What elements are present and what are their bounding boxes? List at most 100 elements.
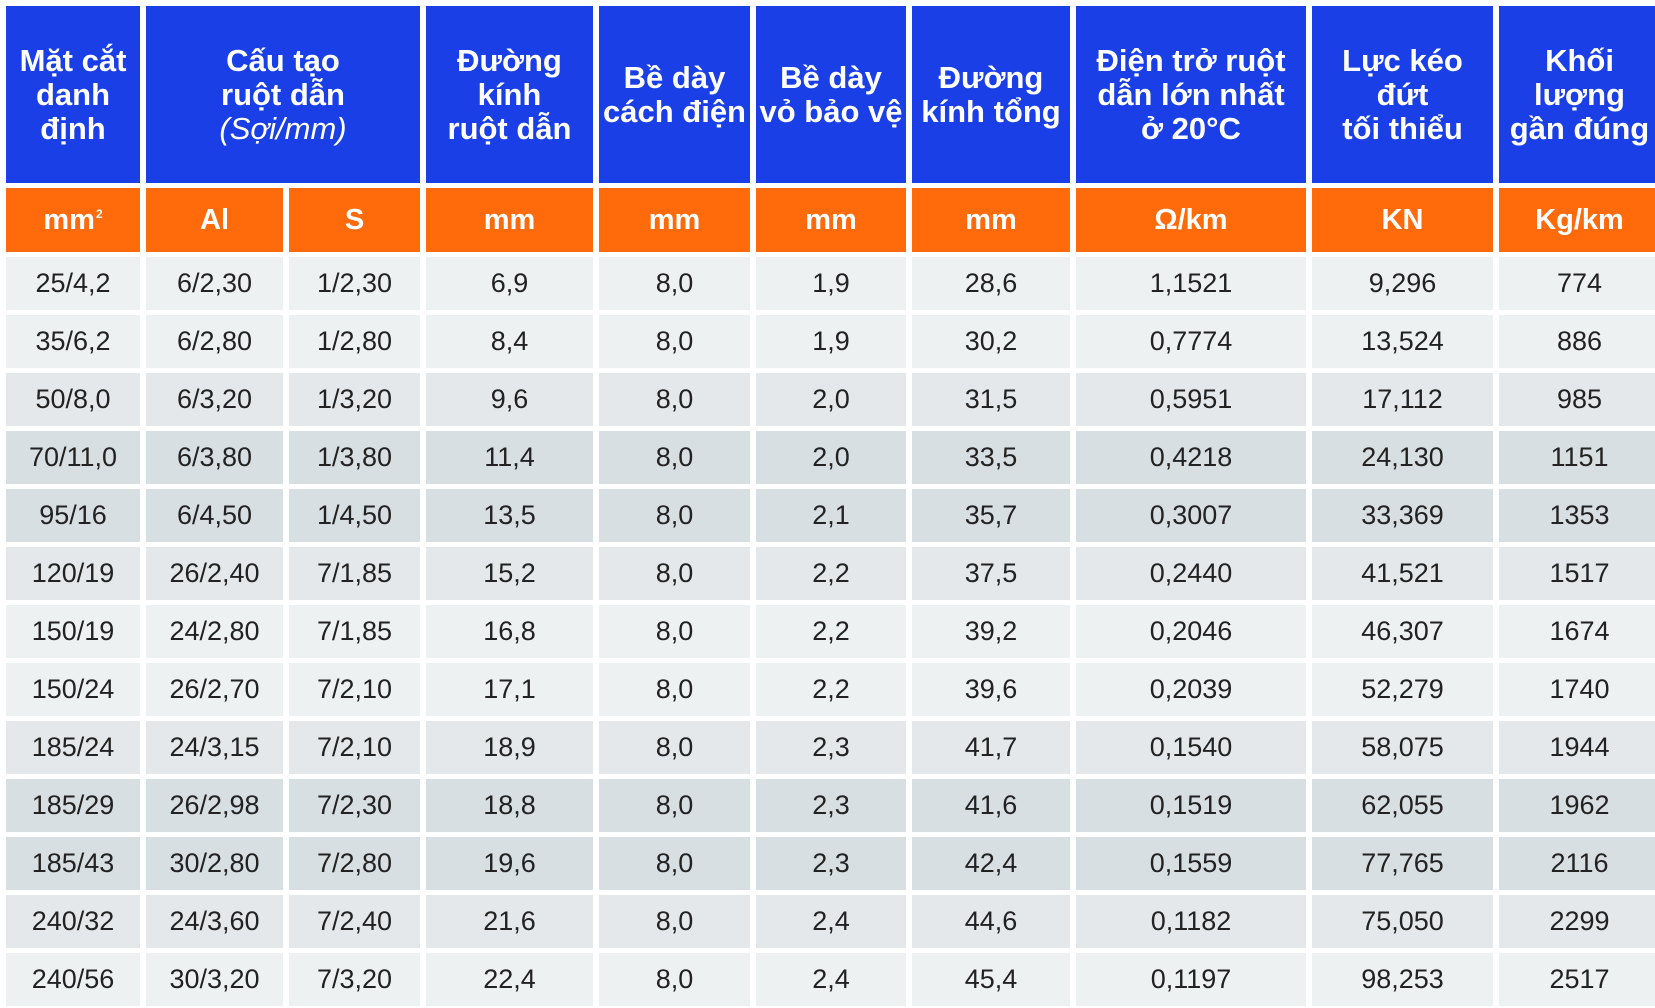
table-cell: 2,4 [756, 895, 906, 948]
header-line: Bề dày [780, 59, 882, 95]
table-cell: 22,4 [426, 953, 593, 1006]
table-cell: 37,5 [912, 547, 1070, 600]
table-cell: 2,4 [756, 953, 906, 1006]
table-cell: 2517 [1499, 953, 1655, 1006]
table-cell: 24/3,60 [146, 895, 283, 948]
table-cell: 886 [1499, 315, 1655, 368]
unit-insulation-thickness: mm [599, 188, 750, 252]
table-cell: 24/2,80 [146, 605, 283, 658]
table-cell: 8,0 [599, 257, 750, 310]
table-cell: 185/29 [6, 779, 140, 832]
table-cell: 8,4 [426, 315, 593, 368]
table-cell: 30/2,80 [146, 837, 283, 890]
table-cell: 0,2046 [1076, 605, 1306, 658]
table-cell: 21,6 [426, 895, 593, 948]
table-cell: 11,4 [426, 431, 593, 484]
table-cell: 7/3,20 [289, 953, 420, 1006]
unit-al: Al [146, 188, 283, 252]
header-overall-diameter: Đường kính tổng [912, 6, 1070, 183]
table-cell: 24,130 [1312, 431, 1493, 484]
table-cell: 0,5951 [1076, 373, 1306, 426]
table-cell: 0,1540 [1076, 721, 1306, 774]
table-cell: 150/19 [6, 605, 140, 658]
table-cell: 0,1519 [1076, 779, 1306, 832]
table-cell: 0,7774 [1076, 315, 1306, 368]
table-cell: 26/2,70 [146, 663, 283, 716]
table-cell: 58,075 [1312, 721, 1493, 774]
table-cell: 2116 [1499, 837, 1655, 890]
header-line: kính tổng [921, 93, 1061, 129]
table-cell: 6/2,30 [146, 257, 283, 310]
table-cell: 8,0 [599, 837, 750, 890]
table-cell: 1,9 [756, 315, 906, 368]
header-line: tối thiểu [1342, 110, 1463, 146]
unit-cross-section: mm 2 [6, 188, 140, 252]
header-line: ruột dẫn [447, 110, 572, 146]
table-cell: 1/3,20 [289, 373, 420, 426]
header-line: Cấu tạo [226, 42, 340, 78]
table-cell: 8,0 [599, 489, 750, 542]
table-cell: 0,2039 [1076, 663, 1306, 716]
header-line: kính [477, 76, 542, 112]
table-cell: 0,4218 [1076, 431, 1306, 484]
table-cell: 6/3,80 [146, 431, 283, 484]
table-cell: 8,0 [599, 547, 750, 600]
table-cell: 41,6 [912, 779, 1070, 832]
unit-resistance: Ω/km [1076, 188, 1306, 252]
table-cell: 8,0 [599, 663, 750, 716]
table-cell: 1,1521 [1076, 257, 1306, 310]
table-cell: 7/2,80 [289, 837, 420, 890]
header-line: Điện trở ruột [1096, 42, 1286, 78]
table-cell: 1674 [1499, 605, 1655, 658]
table-cell: 16,8 [426, 605, 593, 658]
table-cell: 8,0 [599, 605, 750, 658]
table-cell: 185/43 [6, 837, 140, 890]
table-cell: 1944 [1499, 721, 1655, 774]
table-cell: 2,3 [756, 721, 906, 774]
table-cell: 95/16 [6, 489, 140, 542]
table-cell: 70/11,0 [6, 431, 140, 484]
header-line: cách điện [603, 93, 746, 129]
header-line: gần đúng [1509, 110, 1650, 146]
table-cell: 774 [1499, 257, 1655, 310]
table-cell: 7/2,30 [289, 779, 420, 832]
table-cell: 0,1197 [1076, 953, 1306, 1006]
header-max-resistance: Điện trở ruột dẫn lớn nhất ở 20°C [1076, 6, 1306, 183]
header-line: định [40, 110, 106, 146]
table-cell: 35,7 [912, 489, 1070, 542]
table-cell: 52,279 [1312, 663, 1493, 716]
table-cell: 8,0 [599, 431, 750, 484]
table-cell: 8,0 [599, 779, 750, 832]
table-cell: 2,3 [756, 779, 906, 832]
table-cell: 19,6 [426, 837, 593, 890]
table-cell: 25/4,2 [6, 257, 140, 310]
table-cell: 75,050 [1312, 895, 1493, 948]
header-line: ruột dẫn [221, 76, 345, 112]
table-cell: 18,8 [426, 779, 593, 832]
table-cell: 120/19 [6, 547, 140, 600]
header-line: danh [35, 76, 111, 112]
header-line: Bề dày [623, 59, 726, 95]
table-cell: 24/3,15 [146, 721, 283, 774]
table-cell: 15,2 [426, 547, 593, 600]
header-conductor-diameter: Đường kính ruột dẫn [426, 6, 593, 183]
unit-conductor-diameter: mm [426, 188, 593, 252]
table-cell: 1/3,80 [289, 431, 420, 484]
table-cell: 1517 [1499, 547, 1655, 600]
table-cell: 17,112 [1312, 373, 1493, 426]
table-cell: 18,9 [426, 721, 593, 774]
table-cell: 150/24 [6, 663, 140, 716]
unit-overall-diameter: mm [912, 188, 1070, 252]
table-cell: 0,2440 [1076, 547, 1306, 600]
table-cell: 6/2,80 [146, 315, 283, 368]
header-line: vỏ bảo vệ [759, 93, 903, 129]
table-cell: 6,9 [426, 257, 593, 310]
header-breaking-force: Lực kéo đứt tối thiểu [1312, 6, 1493, 183]
table-cell: 98,253 [1312, 953, 1493, 1006]
header-line: Mặt cắt [19, 42, 127, 78]
table-cell: 45,4 [912, 953, 1070, 1006]
header-subtitle: (Sợi/mm) [219, 110, 347, 146]
table-cell: 0,3007 [1076, 489, 1306, 542]
unit-superscript: 2 [95, 207, 103, 221]
table-cell: 9,6 [426, 373, 593, 426]
